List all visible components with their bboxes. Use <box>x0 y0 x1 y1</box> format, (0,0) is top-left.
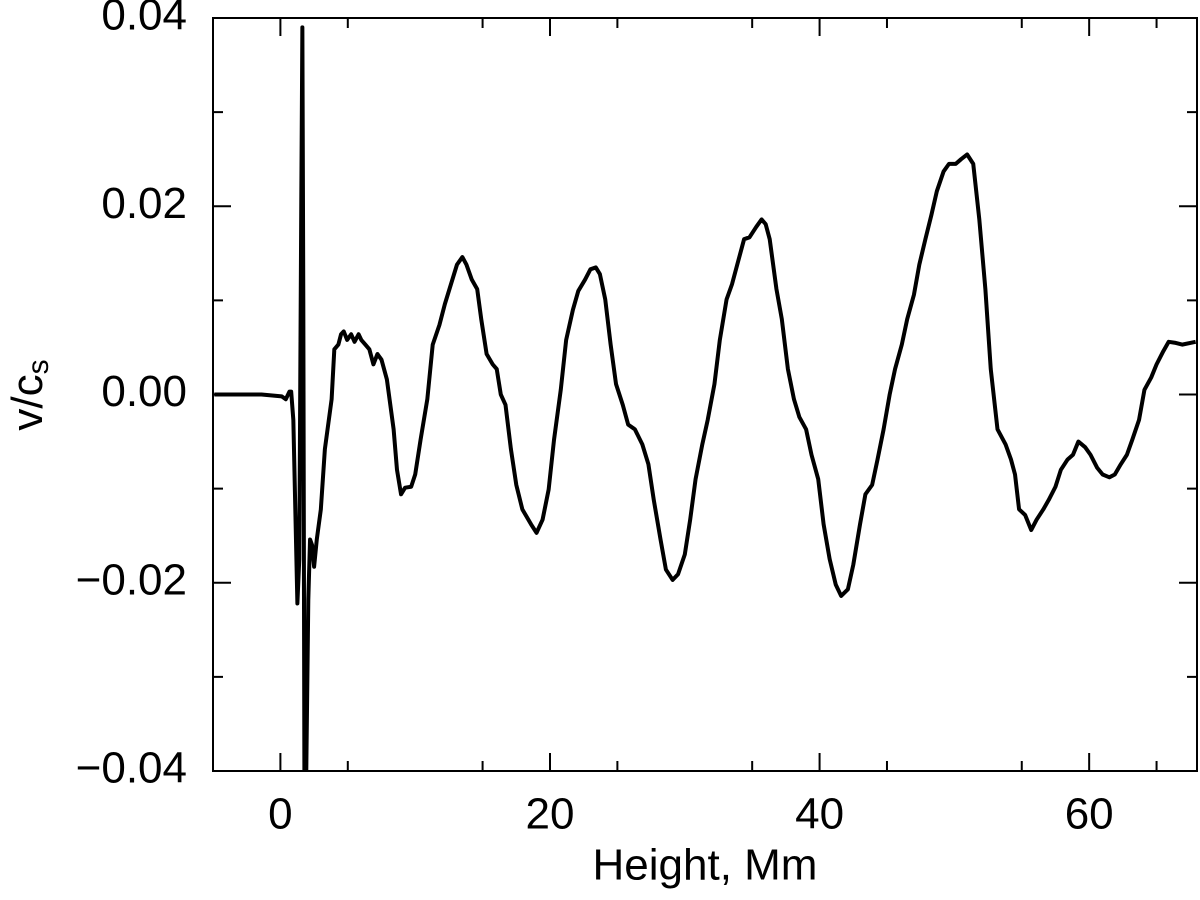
y-axis-label-subscript: s <box>22 359 55 374</box>
y-axis-label-main: v/c <box>3 374 52 430</box>
plot-frame <box>212 17 1198 772</box>
x-tick-label: 0 <box>268 790 292 839</box>
x-tick-label: 20 <box>526 790 575 839</box>
y-tick-label: −0.04 <box>76 744 187 793</box>
y-axis-label: v/cs <box>3 359 55 430</box>
x-tick-label: 60 <box>1065 790 1114 839</box>
y-tick-label: 0.04 <box>101 0 187 40</box>
y-tick-label: −0.02 <box>76 555 187 604</box>
x-axis-label: Height, Mm <box>593 841 818 890</box>
y-tick-label: 0.02 <box>101 179 187 228</box>
y-tick-label: 0.00 <box>101 367 187 416</box>
data-line <box>214 25 1197 771</box>
x-tick-label: 40 <box>795 790 844 839</box>
